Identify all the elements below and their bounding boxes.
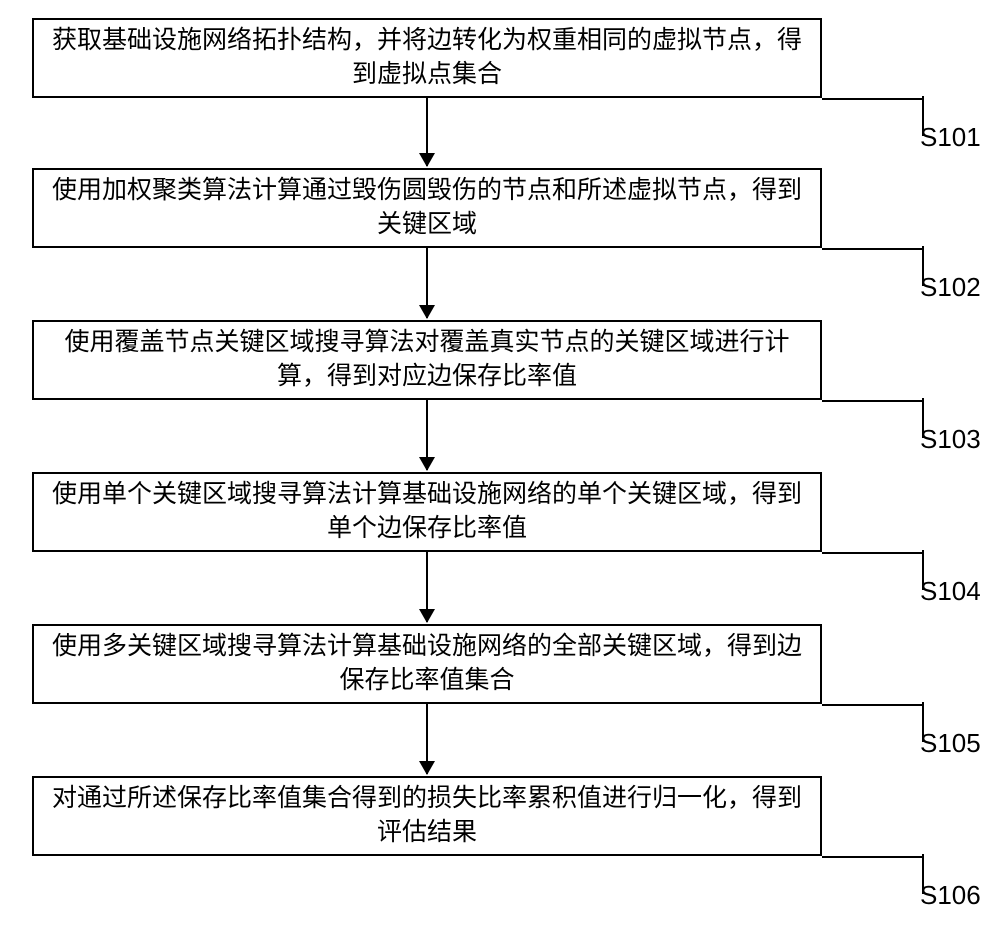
step-box-2: 使用加权聚类算法计算通过毁伤圆毁伤的节点和所述虚拟节点，得到关键区域 <box>32 168 822 248</box>
step-text-4: 使用单个关键区域搜寻算法计算基础设施网络的单个关键区域，得到单个边保存比率值 <box>46 478 808 546</box>
arrow-3-4 <box>426 400 428 470</box>
leader-6 <box>822 856 922 858</box>
leader-1 <box>822 98 922 100</box>
step-label-3: S103 <box>920 424 981 455</box>
step-box-1: 获取基础设施网络拓扑结构，并将边转化为权重相同的虚拟节点，得到虚拟点集合 <box>32 18 822 98</box>
step-label-6: S106 <box>920 880 981 911</box>
arrow-4-5 <box>426 552 428 622</box>
step-text-1: 获取基础设施网络拓扑结构，并将边转化为权重相同的虚拟节点，得到虚拟点集合 <box>46 24 808 92</box>
arrow-1-2 <box>426 98 428 166</box>
step-box-4: 使用单个关键区域搜寻算法计算基础设施网络的单个关键区域，得到单个边保存比率值 <box>32 472 822 552</box>
step-label-5: S105 <box>920 728 981 759</box>
step-box-5: 使用多关键区域搜寻算法计算基础设施网络的全部关键区域，得到边保存比率值集合 <box>32 624 822 704</box>
leader-3 <box>822 400 922 402</box>
step-label-4: S104 <box>920 576 981 607</box>
step-box-3: 使用覆盖节点关键区域搜寻算法对覆盖真实节点的关键区域进行计算，得到对应边保存比率… <box>32 320 822 400</box>
step-label-1: S101 <box>920 122 981 153</box>
flowchart-container: 获取基础设施网络拓扑结构，并将边转化为权重相同的虚拟节点，得到虚拟点集合 使用加… <box>0 0 1000 949</box>
step-label-2: S102 <box>920 272 981 303</box>
leader-2 <box>822 248 922 250</box>
step-box-6: 对通过所述保存比率值集合得到的损失比率累积值进行归一化，得到评估结果 <box>32 776 822 856</box>
step-text-6: 对通过所述保存比率值集合得到的损失比率累积值进行归一化，得到评估结果 <box>46 782 808 850</box>
step-text-5: 使用多关键区域搜寻算法计算基础设施网络的全部关键区域，得到边保存比率值集合 <box>46 630 808 698</box>
step-text-2: 使用加权聚类算法计算通过毁伤圆毁伤的节点和所述虚拟节点，得到关键区域 <box>46 174 808 242</box>
step-text-3: 使用覆盖节点关键区域搜寻算法对覆盖真实节点的关键区域进行计算，得到对应边保存比率… <box>46 326 808 394</box>
leader-4 <box>822 552 922 554</box>
leader-5 <box>822 704 922 706</box>
arrow-5-6 <box>426 704 428 774</box>
arrow-2-3 <box>426 248 428 318</box>
